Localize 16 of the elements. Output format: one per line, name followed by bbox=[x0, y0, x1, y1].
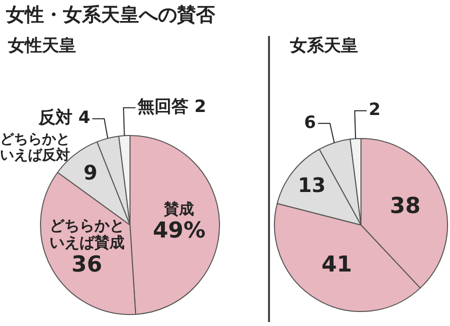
chart-title: 女性・女系天皇への賛否 bbox=[6, 3, 215, 28]
data-label: 13 bbox=[298, 173, 326, 198]
data-label: 38 bbox=[390, 194, 421, 220]
data-label: 36 bbox=[72, 252, 102, 278]
slice-label: 無回答 2 bbox=[136, 97, 206, 118]
data-label: 41 bbox=[321, 252, 352, 278]
slice-label: どちらかといえば賛成 bbox=[49, 216, 124, 252]
data-label: 2 bbox=[368, 100, 381, 120]
chart-subtitle: 女性天皇 bbox=[8, 35, 76, 57]
slice-label: 賛成 bbox=[163, 200, 194, 218]
data-label: 6 bbox=[304, 112, 316, 133]
slice-label: どちらかといえば反対 bbox=[0, 132, 70, 164]
data-label: 9 bbox=[84, 160, 98, 184]
data-label: 49% bbox=[152, 218, 206, 244]
slice-label: 反対 4 bbox=[38, 108, 90, 128]
chart-title: 女系天皇 bbox=[290, 35, 358, 57]
